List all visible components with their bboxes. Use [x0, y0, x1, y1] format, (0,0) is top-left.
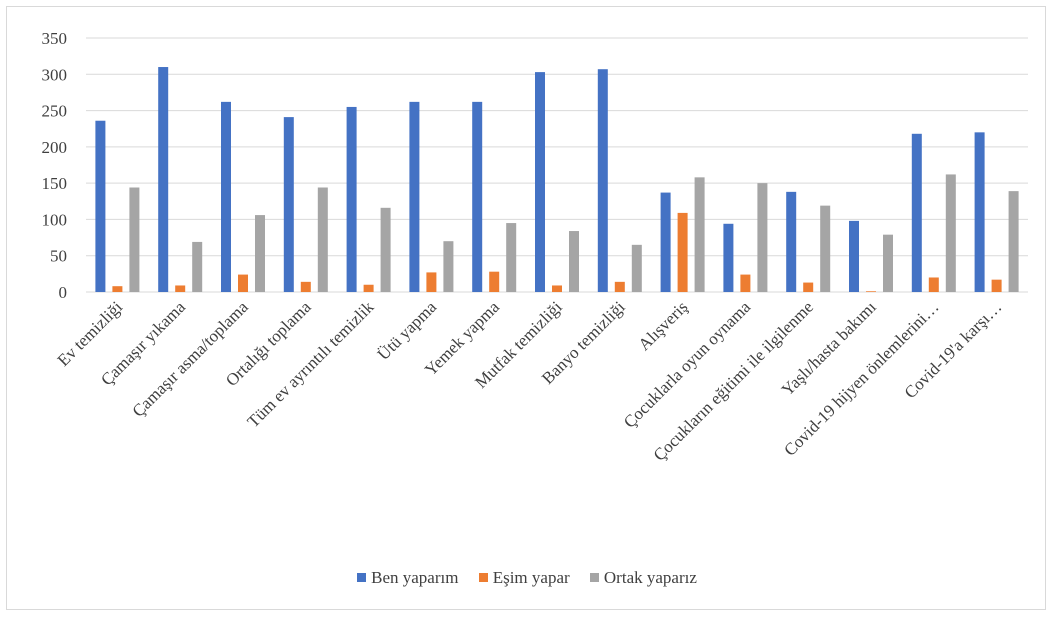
bar-0-4 — [346, 106, 357, 292]
bar-0-7 — [535, 72, 545, 292]
bar-2-4 — [380, 207, 391, 292]
bar-0-5 — [409, 101, 420, 292]
x-tick-label-5: Ütü yapma — [374, 297, 441, 364]
bar-0-14 — [974, 132, 985, 292]
bar-0-11 — [786, 191, 797, 292]
x-tick-label-2: Çamaşır asma/toplama — [129, 297, 253, 421]
y-tick-label-5: 250 — [42, 102, 68, 121]
y-tick-label-3: 150 — [42, 174, 68, 193]
bar-1-11 — [803, 282, 814, 292]
bar-2-11 — [820, 205, 831, 292]
bar-1-7 — [552, 285, 562, 292]
bar-1-1 — [175, 285, 186, 292]
chart-frame — [6, 6, 1046, 610]
y-tick-label-1: 50 — [50, 247, 67, 266]
legend-swatch-2 — [589, 573, 599, 582]
bar-1-13 — [928, 277, 939, 292]
y-tick-label-7: 350 — [42, 29, 68, 48]
bar-1-14 — [991, 279, 1002, 292]
y-tick-label-6: 300 — [42, 65, 68, 84]
x-tick-label-10: Çocuklarla oyun oynama — [620, 297, 755, 432]
x-tick-label-4: Tüm ev ayrıntılı temizlik — [243, 297, 377, 431]
bar-1-8 — [614, 281, 625, 292]
bar-2-12 — [883, 234, 893, 292]
bar-2-1 — [192, 241, 203, 292]
legend: Ben yaparım Eşim yapar Ortak yaparız — [0, 567, 1054, 588]
bar-1-3 — [300, 281, 311, 292]
x-tick-label-9: Alışveriş — [635, 297, 692, 354]
bar-1-10 — [740, 274, 751, 292]
bar-0-8 — [597, 69, 608, 292]
bar-1-5 — [426, 272, 437, 292]
bar-2-3 — [317, 187, 328, 292]
bar-1-0 — [112, 286, 123, 292]
legend-item-0: Ben yaparım — [357, 568, 458, 588]
bar-0-13 — [911, 133, 922, 292]
bar-1-2 — [238, 274, 248, 292]
bar-0-10 — [723, 223, 734, 292]
y-tick-label-0: 0 — [59, 283, 68, 302]
legend-item-1: Eşim yapar — [478, 567, 570, 588]
legend-item-2: Ortak yaparız — [589, 567, 697, 588]
legend-swatch-0 — [357, 573, 367, 582]
bar-2-0 — [129, 187, 140, 292]
bar-0-6 — [472, 101, 483, 292]
y-tick-label-4: 200 — [42, 138, 68, 157]
legend-label-1: Eşim yapar — [492, 567, 570, 587]
bar-0-2 — [221, 101, 231, 292]
legend-swatch-1 — [478, 573, 488, 582]
legend-label-2: Ortak yaparız — [603, 567, 697, 587]
bar-1-12 — [866, 291, 876, 292]
bar-2-9 — [694, 177, 705, 292]
bar-2-6 — [506, 223, 517, 292]
bar-1-9 — [677, 212, 688, 292]
y-tick-label-2: 100 — [42, 210, 68, 229]
bar-2-5 — [443, 241, 454, 292]
bar-0-3 — [283, 117, 294, 292]
bar-0-1 — [158, 67, 169, 293]
bar-2-14 — [1008, 191, 1019, 292]
bar-1-4 — [363, 284, 374, 292]
bar-2-10 — [757, 183, 768, 292]
bar-2-8 — [631, 244, 642, 292]
legend-label-0: Ben yaparım — [371, 567, 459, 587]
bar-0-9 — [660, 192, 671, 292]
bar-2-13 — [945, 174, 956, 292]
bar-0-0 — [95, 120, 106, 292]
bar-2-2 — [255, 215, 265, 292]
bar-1-6 — [489, 271, 500, 292]
bar-2-7 — [569, 231, 579, 292]
bar-0-12 — [849, 220, 859, 292]
